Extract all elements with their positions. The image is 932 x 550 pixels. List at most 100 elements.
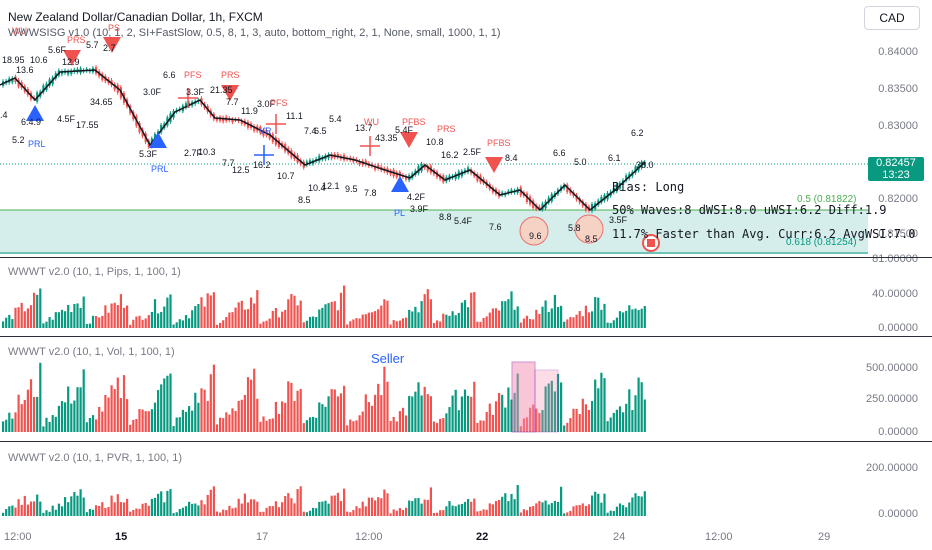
volume-bar — [308, 510, 312, 516]
volume-bar — [144, 502, 147, 516]
volume-bar — [401, 509, 405, 516]
wave-label: 12.5 — [232, 165, 250, 175]
volume-bar — [57, 312, 60, 328]
wave-label: 9.5 — [345, 184, 358, 194]
volume-bar — [122, 502, 126, 516]
volume-bar — [147, 505, 150, 516]
volume-bar — [150, 311, 153, 328]
currency-button[interactable]: CAD — [864, 6, 920, 30]
wave-label: WU — [12, 26, 27, 36]
volume-bar — [498, 392, 501, 432]
volume-bar — [324, 500, 327, 516]
volume-bar — [442, 418, 445, 432]
volume-bar — [82, 369, 85, 432]
volume-bar — [386, 381, 389, 432]
volume-bar — [36, 396, 39, 432]
volume-bar — [200, 500, 203, 516]
volume-bar — [591, 400, 594, 432]
volume-bar — [467, 395, 470, 432]
pane-separator[interactable] — [0, 336, 932, 337]
volume-bar — [532, 319, 535, 328]
wave-label: 5.4F — [395, 125, 414, 135]
volume-bar — [88, 509, 91, 516]
sell-signal-icon — [400, 132, 418, 148]
volume-bar — [488, 403, 491, 432]
volume-bar — [532, 506, 535, 516]
volume-bar — [615, 506, 618, 516]
volume-bar — [265, 320, 268, 328]
volume-bar — [85, 512, 88, 516]
volume-bar — [628, 502, 631, 516]
volume-bar — [587, 504, 591, 516]
volume-bar — [157, 390, 160, 432]
volume-bar — [547, 383, 550, 432]
volume-bar — [132, 419, 135, 432]
fib-label-0.5: 0.5 (0.81822) — [797, 194, 857, 205]
volume-bar — [587, 312, 591, 328]
volume-bar — [11, 418, 14, 432]
volume-bar — [618, 503, 622, 516]
pane-title-pips[interactable]: WWWT v2.0 (10, 1, Pips, 1, 100, 1) — [8, 266, 181, 278]
volume-bar — [597, 388, 600, 432]
volume-bar — [361, 411, 364, 432]
volume-bar — [312, 316, 315, 328]
volume-bar — [479, 321, 482, 328]
volume-bar — [553, 391, 556, 432]
pane-title-pvr[interactable]: WWWT v2.0 (10, 1, PVR, 1, 100, 1) — [8, 452, 183, 464]
volume-bar — [184, 506, 188, 516]
volume-bar — [566, 319, 569, 328]
volume-bar — [33, 292, 36, 328]
volume-bar — [231, 312, 234, 328]
indicator-legend[interactable]: WWWSISG v1.0 (10, 1, 2, SI+FastSlow, 0.5… — [8, 27, 501, 39]
volume-bar — [253, 303, 256, 328]
volume-bar — [126, 498, 129, 516]
volume-bar — [29, 379, 33, 432]
volume-bar — [107, 397, 110, 432]
volume-bar — [563, 513, 566, 516]
time-axis-label: 12:00 — [705, 531, 733, 543]
volume-bar — [169, 294, 172, 328]
volume-bar — [631, 409, 634, 432]
volume-bar — [45, 510, 48, 516]
pane-title-vol[interactable]: WWWT v2.0 (10, 1, Vol, 1, 100, 1) — [8, 346, 175, 358]
volume-bar — [606, 421, 609, 432]
volume-bar — [463, 501, 467, 516]
low-circle — [574, 214, 604, 244]
volume-bar — [39, 362, 42, 432]
volume-bar — [200, 297, 203, 328]
volume-bar — [519, 512, 522, 516]
volume-bar — [2, 321, 5, 328]
wave-label: 34.65 — [90, 97, 113, 107]
low-circle — [519, 216, 549, 246]
volume-bar — [333, 389, 336, 432]
volume-bar — [467, 307, 470, 328]
volume-bar — [436, 512, 439, 516]
volume-bar — [45, 417, 48, 432]
volume-bar — [116, 304, 119, 328]
volume-bar — [184, 411, 188, 432]
volume-bar — [2, 512, 5, 516]
volume-bar — [448, 501, 451, 516]
volume-bar — [541, 502, 544, 516]
wave-label: 13.7 — [355, 123, 373, 133]
volume-bar — [408, 500, 411, 516]
volume-bar — [358, 415, 361, 432]
volume-bar — [153, 402, 157, 432]
wave-label: 4.2F — [407, 192, 426, 202]
pane-separator[interactable] — [0, 257, 932, 258]
wave-label: 12.9 — [62, 57, 80, 67]
pane-separator[interactable] — [0, 441, 932, 442]
wave-label: 5.3F — [139, 149, 158, 159]
candle-body — [476, 174, 479, 181]
fib-zone — [0, 210, 868, 254]
volume-bar — [215, 511, 219, 516]
volume-bar — [628, 305, 631, 328]
volume-bar — [197, 402, 200, 432]
volume-bar — [129, 324, 132, 328]
volume-bar — [191, 503, 194, 516]
volume-bar — [439, 418, 442, 432]
price-axis-label: 0.84000 — [878, 46, 918, 58]
volume-bar — [535, 408, 538, 432]
volume-bar — [411, 396, 414, 432]
